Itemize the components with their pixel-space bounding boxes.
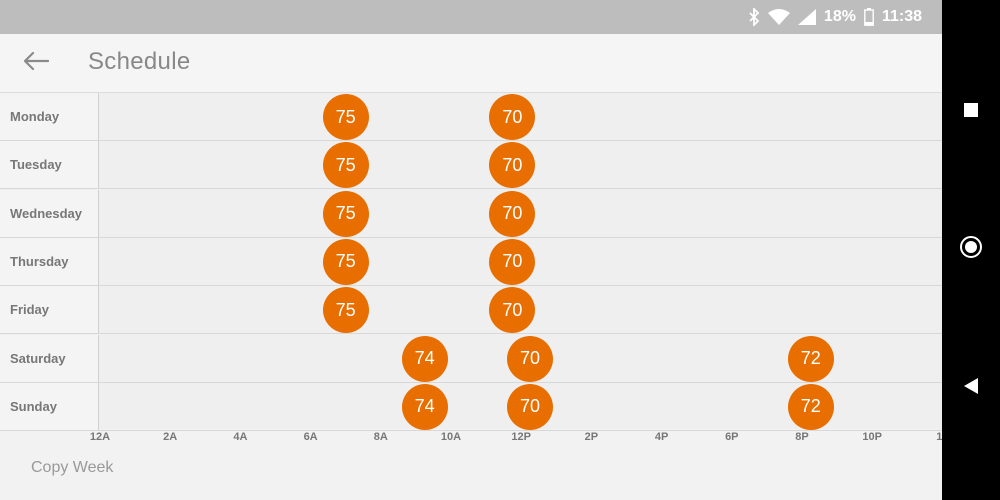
- battery-percent: 18%: [823, 8, 856, 25]
- day-label: Monday: [10, 109, 60, 124]
- battery-icon: [864, 8, 874, 26]
- setpoint-marker[interactable]: 75: [322, 94, 369, 140]
- day-label-cell: Tuesday: [0, 141, 99, 189]
- back-nav-button[interactable]: [942, 368, 1000, 408]
- day-label-cell: Friday: [0, 286, 99, 334]
- app-bar: Schedule: [0, 34, 942, 93]
- day-row-saturday[interactable]: Saturday 74 70 72: [0, 334, 942, 383]
- setpoint-marker[interactable]: 70: [489, 238, 536, 285]
- recents-square-icon: [964, 102, 978, 122]
- time-tick-label: 2P: [584, 431, 599, 443]
- day-label-cell: Monday: [0, 93, 99, 140]
- setpoint-marker[interactable]: 70: [489, 190, 536, 237]
- back-triangle-icon: [964, 377, 978, 399]
- home-button[interactable]: [942, 229, 1000, 269]
- day-row-tuesday[interactable]: Tuesday 75 70: [0, 141, 942, 190]
- schedule-grid: Monday 75 70 Tuesday 75 70 Wednesday 75 70 Thursd…: [0, 93, 942, 431]
- status-bar: 18% 11:38: [0, 0, 942, 34]
- setpoint-marker[interactable]: 74: [401, 335, 448, 382]
- setpoint-marker[interactable]: 70: [489, 94, 536, 140]
- page-title: Schedule: [88, 48, 191, 75]
- day-row-wednesday[interactable]: Wednesday 75 70: [0, 189, 942, 238]
- time-tick-label: 4A: [233, 431, 248, 443]
- day-label: Friday: [10, 302, 50, 318]
- wifi-icon: [767, 9, 790, 25]
- day-label: Tuesday: [10, 157, 62, 173]
- day-row-thursday[interactable]: Thursday 75 70: [0, 237, 942, 286]
- day-label: Wednesday: [10, 205, 83, 221]
- day-row-friday[interactable]: Friday 75 70: [0, 286, 942, 335]
- setpoint-marker[interactable]: 72: [787, 383, 834, 430]
- navigation-bar: [942, 0, 1000, 500]
- bluetooth-icon: [748, 8, 760, 26]
- day-label: Thursday: [10, 253, 69, 269]
- setpoint-marker[interactable]: 75: [322, 238, 369, 285]
- copy-week-button[interactable]: Copy Week: [31, 459, 114, 476]
- setpoint-marker[interactable]: 70: [489, 287, 536, 334]
- setpoint-marker[interactable]: 70: [489, 142, 536, 189]
- setpoint-marker[interactable]: 75: [322, 190, 369, 237]
- day-label-cell: Wednesday: [0, 189, 99, 237]
- time-tick-label: 12A: [89, 431, 111, 443]
- day-row-monday[interactable]: Monday 75 70: [0, 93, 942, 141]
- setpoint-marker[interactable]: 70: [506, 383, 553, 430]
- time-axis: 12A 2A 4A 6A 8A 10A 12P 2P 4P 6P 8P 10P 12: [0, 429, 942, 449]
- time-tick-label: 2A: [163, 431, 178, 443]
- time-tick-label: 10P: [862, 431, 882, 443]
- arrow-left-icon: [23, 51, 50, 76]
- day-label: Sunday: [10, 398, 57, 414]
- time-tick-label: 12: [936, 431, 942, 443]
- home-circle-icon: [959, 235, 983, 264]
- time-tick-label: 8A: [373, 431, 388, 443]
- recents-button[interactable]: [942, 92, 1000, 132]
- setpoint-marker[interactable]: 72: [787, 335, 834, 382]
- time-tick-label: 4P: [654, 431, 669, 443]
- time-tick-label: 12P: [511, 431, 531, 443]
- setpoint-marker[interactable]: 75: [322, 142, 369, 189]
- time-tick-label: 6P: [725, 431, 739, 443]
- setpoint-marker[interactable]: 70: [506, 335, 553, 382]
- time-tick-label: 6A: [303, 431, 318, 443]
- day-label-cell: Thursday: [0, 237, 99, 285]
- day-label: Saturday: [10, 350, 66, 366]
- setpoint-marker[interactable]: 74: [401, 383, 448, 430]
- time-tick-label: 8P: [795, 431, 809, 443]
- setpoint-marker[interactable]: 75: [322, 287, 369, 334]
- day-row-sunday[interactable]: Sunday 74 70 72: [0, 382, 942, 431]
- cell-signal-icon: [797, 9, 816, 25]
- day-label-cell: Sunday: [0, 382, 99, 430]
- day-label-cell: Saturday: [0, 334, 99, 382]
- back-button[interactable]: [14, 44, 58, 82]
- status-icons: 18% 11:38: [748, 0, 922, 34]
- clock: 11:38: [881, 8, 922, 25]
- time-tick-label: 10A: [440, 431, 462, 443]
